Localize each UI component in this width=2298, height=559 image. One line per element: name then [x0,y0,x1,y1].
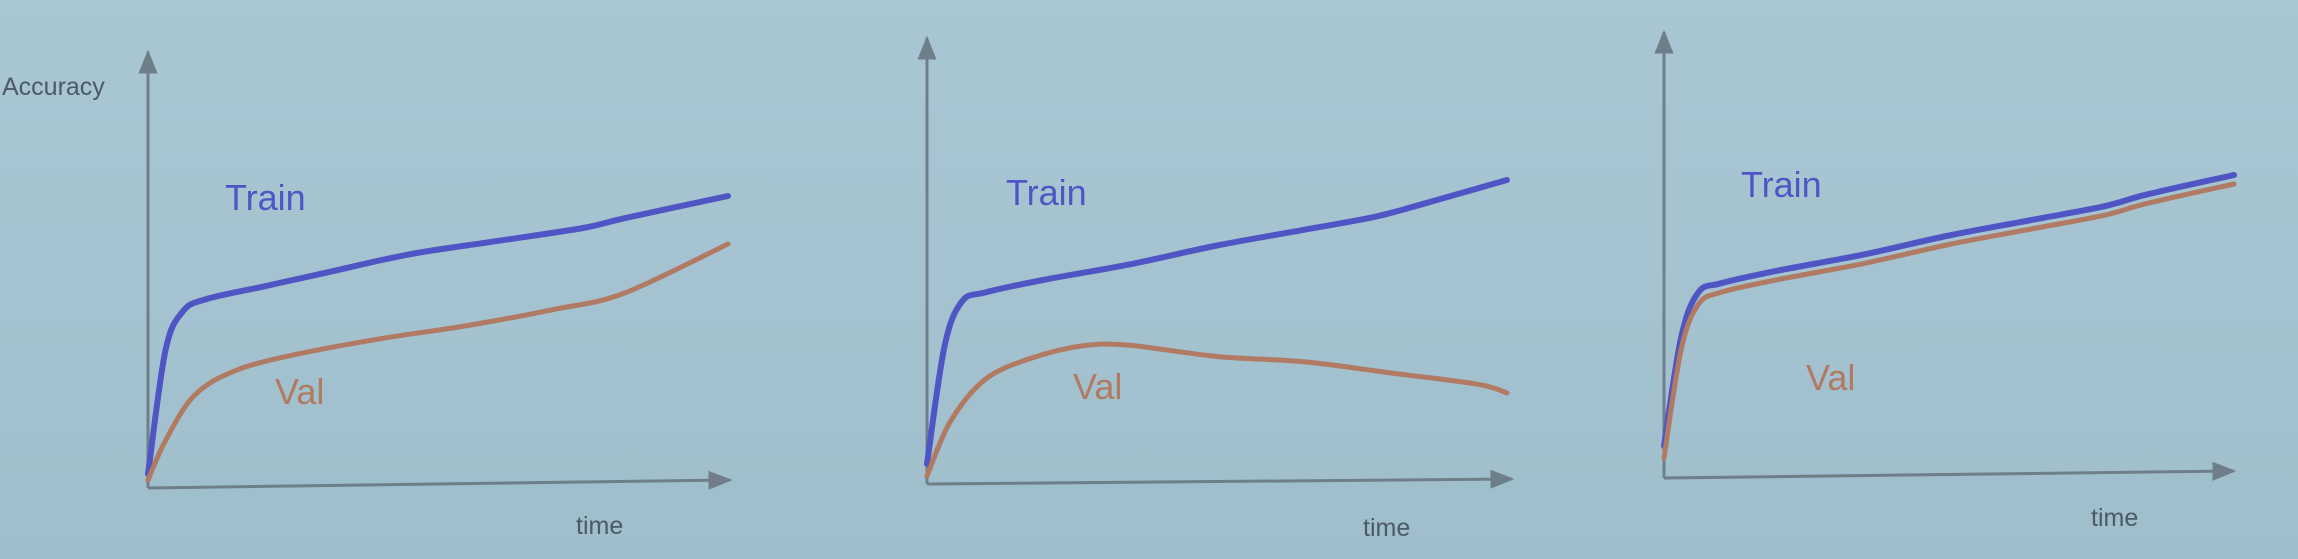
x-axis [147,470,733,490]
series-line-val [1661,181,2237,461]
series-label-val: Val [1073,366,1122,407]
series-label-train: Train [225,177,306,218]
x-axis [1663,461,2237,481]
chart-panel-2: time Train Val [917,35,1515,542]
series-label-val: Val [275,371,324,412]
chart-panel-3: time Train Val [1654,29,2237,532]
series-line-val [924,341,1510,479]
series-label-train: Train [1741,164,1822,205]
chart-panel-1: Accuracy time Train Val [2,49,733,540]
series-label-val: Val [1806,357,1855,398]
x-axis-label: time [2091,504,2138,532]
series-line-val [145,241,731,483]
x-axis-label: time [1363,514,1410,542]
series-label-train: Train [1006,172,1087,213]
x-axis-label: time [576,512,623,540]
x-axis [926,469,1515,489]
y-axis-label: Accuracy [2,73,105,101]
series-line-train [924,177,1510,467]
series-line-train [1661,172,2237,449]
series-line-train [145,193,731,477]
